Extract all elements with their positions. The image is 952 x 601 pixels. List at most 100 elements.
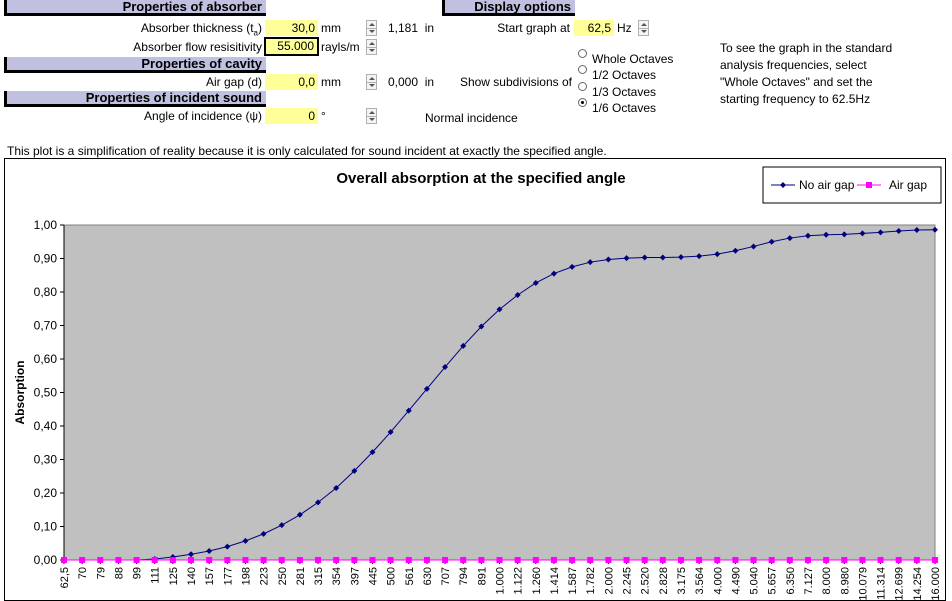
x-tick-label: 4.490 — [730, 567, 742, 595]
data-point — [496, 557, 503, 563]
data-point — [206, 547, 213, 554]
thickness-spinner[interactable] — [366, 20, 377, 36]
x-tick-label: 111 — [150, 567, 162, 584]
data-point — [768, 557, 775, 563]
radio-half-octaves[interactable]: 1/2 Octaves — [578, 65, 656, 82]
data-point — [659, 254, 666, 261]
radio-button[interactable] — [578, 82, 587, 92]
x-tick-label: 8.000 — [821, 567, 833, 595]
x-tick-label: 5.040 — [749, 567, 761, 595]
y-tick-label: 0,00 — [34, 553, 58, 567]
data-point — [714, 251, 721, 258]
data-point — [278, 557, 285, 563]
section-title: Properties of cavity — [141, 56, 262, 71]
chart-title: Overall absorption at the specified angl… — [336, 170, 625, 187]
data-point — [260, 557, 267, 563]
subdivisions-label: Show subdivisions of — [459, 75, 572, 89]
x-tick-label: 281 — [295, 567, 307, 585]
x-tick-label: 794 — [458, 567, 470, 585]
data-point — [823, 231, 830, 238]
data-point — [823, 557, 830, 563]
help-line: analysis frequencies, select — [720, 58, 867, 72]
data-point — [569, 557, 576, 563]
radio-button[interactable] — [578, 65, 587, 75]
data-point — [188, 551, 195, 558]
data-point — [786, 557, 793, 563]
data-point — [623, 557, 630, 563]
y-tick-label: 0,30 — [34, 453, 58, 467]
x-tick-label: 198 — [240, 567, 252, 585]
air-gap-input[interactable]: 0,0 — [265, 74, 318, 90]
chart-container[interactable]: 0,00 0,10 0,20 0,30 0,40 0,50 0,60 0,70 0,80 0,90… — [4, 158, 946, 601]
data-point — [714, 557, 721, 563]
angle-spinner[interactable] — [366, 108, 377, 124]
resistivity-spinner[interactable] — [366, 39, 377, 55]
x-tick-label: 630 — [422, 567, 434, 585]
data-point — [895, 557, 902, 563]
data-point — [169, 557, 176, 563]
data-point — [442, 557, 449, 563]
x-tick-label: 7.127 — [803, 567, 815, 595]
radio-whole-octaves[interactable]: Whole Octaves — [578, 49, 673, 66]
angle-input[interactable]: 0 — [265, 108, 318, 124]
plot-area — [63, 224, 936, 561]
data-point — [61, 557, 67, 563]
x-tick-label: 70 — [77, 567, 89, 579]
x-tick-label: 445 — [367, 567, 379, 585]
data-point — [623, 255, 630, 262]
start-graph-spinner[interactable] — [638, 20, 649, 36]
legend-marker — [780, 182, 786, 188]
x-tick-label: 707 — [440, 567, 452, 585]
thickness-input[interactable]: 30,0 — [265, 20, 318, 36]
data-point — [333, 484, 340, 491]
legend-label: No air gap — [799, 178, 855, 192]
start-graph-label: Start graph at — [497, 21, 570, 35]
radio-sixth-octaves[interactable]: 1/6 Octaves — [578, 98, 656, 115]
radio-button[interactable] — [578, 49, 587, 59]
x-tick-label: 397 — [349, 567, 361, 585]
x-tick-label: 4.000 — [712, 567, 724, 595]
y-tick-label: 0,90 — [34, 252, 58, 266]
data-point — [877, 557, 884, 563]
angle-unit: ° — [321, 109, 326, 123]
start-graph-input[interactable]: 62,5 — [574, 20, 614, 36]
data-point — [478, 557, 485, 563]
y-tick-label: 0,10 — [34, 520, 58, 534]
data-point — [677, 254, 684, 261]
x-tick-label: 10.079 — [857, 567, 869, 600]
air-gap-spinner[interactable] — [366, 74, 377, 90]
y-tick-label: 0,40 — [34, 419, 58, 433]
data-point — [913, 227, 920, 234]
x-tick-label: 2.828 — [658, 567, 670, 595]
x-tick-label: 3.175 — [676, 567, 688, 595]
data-point — [242, 537, 249, 544]
data-point — [315, 499, 322, 506]
radio-button-selected[interactable] — [578, 98, 587, 108]
data-point — [605, 557, 612, 563]
resistivity-unit: rayls/m — [321, 40, 360, 54]
data-point — [423, 557, 430, 563]
data-point — [587, 557, 594, 563]
resistivity-input[interactable]: 55.000 — [264, 37, 319, 56]
resistivity-label: Absorber flow resisitivity — [133, 40, 262, 54]
x-tick-label: 223 — [259, 567, 271, 585]
data-point — [768, 238, 775, 245]
x-tick-label: 99 — [132, 567, 144, 579]
data-point — [895, 228, 902, 235]
data-point — [351, 557, 358, 563]
x-tick-label: 1.414 — [549, 567, 561, 595]
x-tick-label: 2.000 — [603, 567, 615, 595]
help-line: To see the graph in the standard — [720, 41, 893, 55]
data-point — [423, 385, 430, 392]
x-tick-label: 500 — [386, 567, 398, 585]
data-point — [224, 557, 231, 563]
disclaimer-text: This plot is a simplification of reality… — [7, 144, 607, 158]
data-point — [442, 364, 449, 371]
data-point — [750, 243, 757, 250]
data-point — [188, 557, 195, 563]
help-line: starting frequency to 62.5Hz — [720, 92, 871, 106]
radio-third-octaves[interactable]: 1/3 Octaves — [578, 82, 656, 99]
section-title: Properties of incident sound — [85, 90, 262, 105]
data-point — [932, 226, 938, 233]
air-gap-converted: 0,000 in — [388, 75, 435, 89]
